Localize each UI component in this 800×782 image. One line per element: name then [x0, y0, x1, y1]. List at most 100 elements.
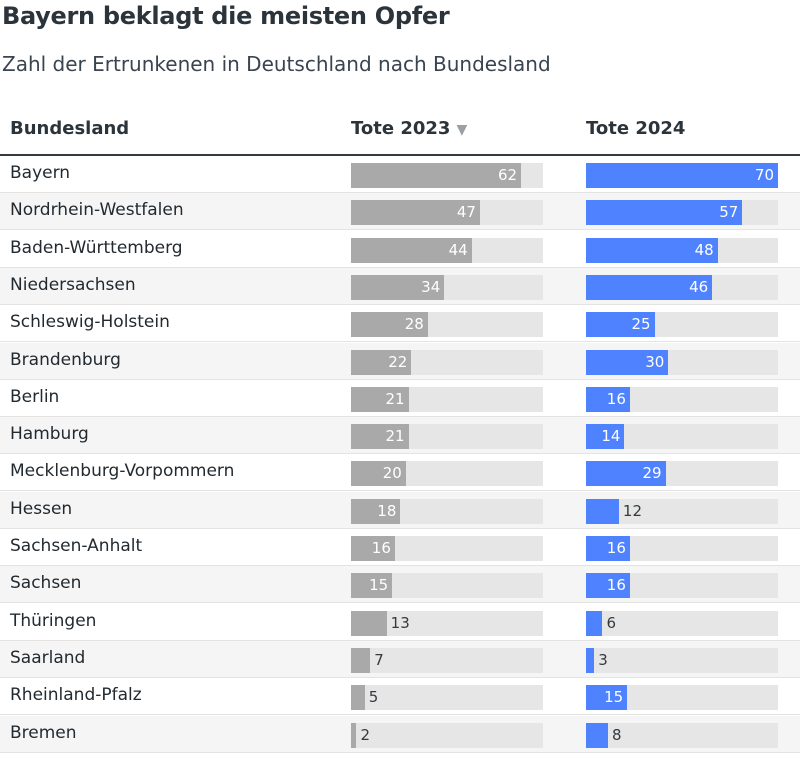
- bar-y2024: [586, 237, 718, 263]
- bar-track-2024: 12: [586, 498, 778, 524]
- chart-subtitle: Zahl der Ertrunkenen in Deutschland nach…: [2, 52, 551, 76]
- state-name: Niedersachsen: [10, 274, 136, 295]
- state-name: Thüringen: [10, 610, 97, 631]
- bar-track-2023: 62: [351, 163, 543, 188]
- bar-y2024: [586, 312, 655, 338]
- table-row: Niedersachsen 34 46: [0, 267, 800, 305]
- table-row: Mecklenburg-Vorpommern 20 29: [0, 454, 800, 492]
- bar-y2023: [351, 274, 445, 300]
- bar-y2024: [586, 200, 743, 226]
- state-name: Bremen: [10, 722, 77, 743]
- column-header-state-label: Bundesland: [10, 118, 130, 139]
- bar-track-2024: 14: [586, 424, 778, 450]
- table-row: Sachsen-Anhalt 16 16: [0, 529, 800, 566]
- column-header-2024[interactable]: Tote 2024: [586, 118, 685, 139]
- table-row: Bremen 2 8: [0, 715, 800, 753]
- state-name: Schleswig-Holstein: [10, 312, 170, 333]
- table-row: Brandenburg 22 30: [0, 342, 800, 380]
- table-row: Berlin 21 16: [0, 380, 800, 417]
- state-name: Brandenburg: [10, 349, 121, 370]
- bar-y2024: [586, 424, 625, 450]
- state-name: Mecklenburg-Vorpommern: [10, 461, 235, 482]
- column-header-state[interactable]: Bundesland: [10, 118, 129, 139]
- table-row: Rheinland-Pfalz 5 15: [0, 678, 800, 716]
- bar-track-2023: 28: [351, 312, 543, 338]
- bar-y2023: [351, 573, 393, 599]
- bar-track-2024: 57: [586, 200, 778, 226]
- bar-track-2024: 16: [586, 573, 778, 599]
- bar-track-2024: 8: [586, 722, 778, 748]
- bar-track-2023: 34: [351, 274, 543, 300]
- table-row: Baden-Württemberg 44 48: [0, 231, 800, 268]
- bar-track-2023: 21: [351, 424, 543, 450]
- value-label-y2024: 6: [606, 613, 616, 632]
- bar-y2024: [586, 349, 669, 375]
- table-row: Sachsen 15 16: [0, 566, 800, 604]
- state-name: Rheinland-Pfalz: [10, 685, 142, 706]
- bar-y2023: [351, 685, 365, 711]
- value-label-y2023: 47: [456, 203, 476, 222]
- bar-track-2023: 7: [351, 647, 543, 673]
- table-row: Bayern 62 70: [0, 156, 800, 193]
- bar-y2024: [586, 498, 619, 524]
- value-label-y2023: 5: [368, 688, 379, 707]
- bar-track-2023: 47: [351, 200, 543, 226]
- value-label-y2024: 14: [601, 427, 621, 446]
- bar-y2023: [351, 424, 409, 450]
- table-row: Hamburg 21 14: [0, 417, 800, 455]
- bar-y2024: [586, 685, 628, 711]
- bar-y2024: [586, 722, 608, 748]
- value-label-y2024: 29: [642, 464, 662, 483]
- bar-track-2024: 48: [586, 237, 778, 263]
- state-name: Sachsen-Anhalt: [10, 536, 143, 556]
- table-row: Saarland 7 3: [0, 640, 800, 678]
- bar-track-2024: 16: [586, 386, 778, 412]
- bar-track-2024: 15: [586, 685, 778, 711]
- value-label-y2024: 48: [694, 240, 714, 259]
- value-label-y2024: 46: [689, 277, 709, 296]
- bar-track-2024: 16: [586, 536, 778, 561]
- state-name: Hamburg: [10, 424, 89, 445]
- value-label-y2024: 16: [606, 389, 626, 408]
- bar-track-2023: 22: [351, 349, 543, 375]
- bar-track-2023: 21: [351, 386, 543, 412]
- bar-track-2023: 16: [351, 536, 543, 561]
- state-name: Berlin: [10, 386, 60, 407]
- bar-y2023: [351, 610, 387, 636]
- bar-y2023: [351, 461, 406, 487]
- table-row: Schleswig-Holstein 28 25: [0, 305, 800, 343]
- bar-y2024: [586, 163, 778, 188]
- value-label-y2024: 70: [754, 166, 774, 184]
- bar-track-2023: 18: [351, 498, 543, 524]
- value-label-y2024: 16: [606, 539, 626, 557]
- value-label-y2024: 57: [719, 203, 739, 222]
- bar-y2024: [586, 647, 595, 673]
- bar-y2023: [351, 386, 409, 412]
- value-label-y2024: 8: [611, 725, 622, 744]
- value-label-y2023: 22: [388, 352, 408, 371]
- bar-track-2024: 30: [586, 349, 778, 375]
- bar-y2023: [351, 536, 395, 561]
- bar-y2024: [586, 536, 630, 561]
- value-label-y2024: 30: [645, 352, 665, 371]
- bar-track-2024: 6: [586, 610, 778, 636]
- value-label-y2024: 12: [622, 501, 642, 520]
- state-name: Nordrhein-Westfalen: [10, 200, 184, 221]
- bar-y2023: [351, 312, 428, 338]
- bar-y2023: [351, 647, 371, 673]
- bar-track-2024: 46: [586, 274, 778, 300]
- bar-track-2024: 70: [586, 163, 778, 188]
- bar-track-2023: 13: [351, 610, 543, 636]
- state-name: Saarland: [10, 647, 86, 668]
- bar-y2023: [351, 163, 522, 188]
- value-label-y2023: 28: [404, 315, 424, 334]
- column-header-2023[interactable]: Tote 2023 ▼: [351, 118, 467, 139]
- bar-y2024: [586, 274, 713, 300]
- header-divider: [0, 154, 800, 156]
- value-label-y2023: 13: [390, 613, 410, 632]
- bar-y2023: [351, 237, 472, 263]
- value-label-y2023: 21: [385, 427, 405, 446]
- bar-track-2023: 2: [351, 722, 543, 748]
- value-label-y2023: 18: [377, 501, 397, 520]
- table-row: Thüringen 13 6: [0, 604, 800, 641]
